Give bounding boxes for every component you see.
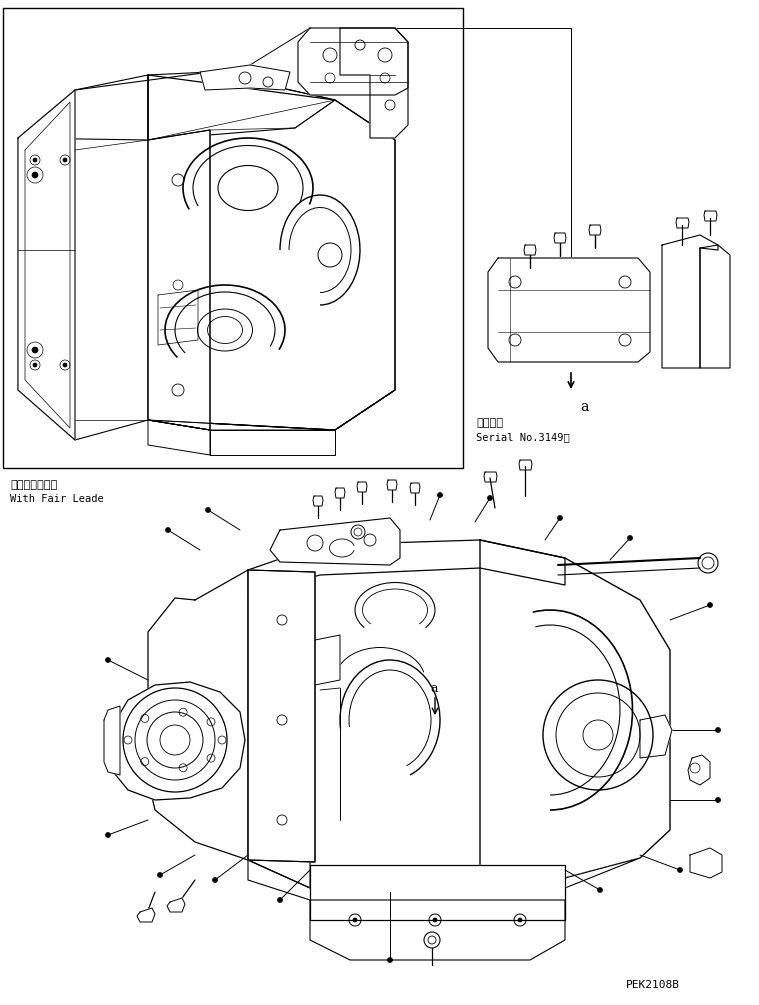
Polygon shape (662, 235, 718, 368)
Polygon shape (148, 570, 248, 860)
Polygon shape (200, 65, 290, 90)
Circle shape (353, 918, 357, 922)
Polygon shape (519, 460, 532, 470)
Polygon shape (357, 482, 367, 492)
Circle shape (32, 172, 38, 178)
Polygon shape (676, 218, 689, 228)
Polygon shape (248, 540, 565, 595)
Polygon shape (524, 245, 536, 255)
Polygon shape (310, 888, 565, 920)
Text: With Fair Leade: With Fair Leade (10, 494, 104, 504)
Polygon shape (640, 715, 672, 758)
Circle shape (106, 657, 111, 662)
Polygon shape (270, 518, 400, 565)
Polygon shape (18, 90, 75, 440)
Circle shape (63, 158, 67, 162)
Circle shape (628, 536, 632, 541)
Circle shape (678, 867, 682, 872)
Polygon shape (148, 420, 210, 455)
Polygon shape (310, 900, 565, 960)
Circle shape (32, 347, 38, 353)
Circle shape (716, 798, 720, 803)
Polygon shape (167, 898, 185, 912)
Polygon shape (335, 488, 345, 498)
Circle shape (106, 758, 111, 763)
Polygon shape (18, 75, 148, 440)
Circle shape (487, 495, 493, 500)
Circle shape (165, 528, 171, 533)
Text: a: a (580, 400, 588, 414)
Polygon shape (315, 635, 340, 685)
Polygon shape (554, 233, 566, 243)
Circle shape (33, 158, 37, 162)
Circle shape (716, 728, 720, 733)
Polygon shape (340, 28, 408, 138)
Polygon shape (104, 706, 120, 775)
Polygon shape (248, 570, 310, 888)
Text: Serial No.3149～: Serial No.3149～ (476, 432, 570, 442)
Polygon shape (148, 72, 395, 430)
Polygon shape (484, 472, 497, 482)
Polygon shape (148, 75, 395, 430)
Polygon shape (480, 540, 670, 878)
Circle shape (213, 877, 218, 882)
Polygon shape (700, 245, 730, 368)
Polygon shape (488, 258, 650, 362)
Text: a: a (430, 682, 437, 695)
Polygon shape (18, 72, 335, 140)
Polygon shape (688, 755, 710, 785)
Polygon shape (589, 225, 601, 235)
Circle shape (63, 363, 67, 367)
Polygon shape (410, 483, 420, 493)
Circle shape (433, 918, 437, 922)
Circle shape (707, 603, 713, 607)
Circle shape (437, 492, 442, 497)
Polygon shape (105, 682, 245, 800)
Text: PEK2108B: PEK2108B (626, 980, 680, 990)
Circle shape (518, 918, 522, 922)
Circle shape (597, 887, 603, 892)
Polygon shape (137, 908, 155, 922)
Text: 適用号機: 適用号機 (476, 418, 503, 428)
Polygon shape (387, 480, 397, 490)
Circle shape (388, 958, 392, 963)
Circle shape (106, 832, 111, 837)
Polygon shape (210, 430, 335, 455)
Circle shape (158, 872, 162, 877)
Polygon shape (248, 858, 640, 900)
Polygon shape (148, 130, 210, 430)
Polygon shape (313, 496, 323, 506)
Circle shape (278, 897, 282, 902)
Polygon shape (690, 848, 722, 878)
Text: フェアリード付: フェアリード付 (10, 480, 57, 490)
Polygon shape (248, 570, 315, 862)
Circle shape (558, 516, 562, 521)
Polygon shape (310, 865, 565, 920)
Polygon shape (704, 211, 717, 221)
Circle shape (33, 363, 37, 367)
Circle shape (206, 508, 210, 513)
Polygon shape (298, 28, 408, 95)
